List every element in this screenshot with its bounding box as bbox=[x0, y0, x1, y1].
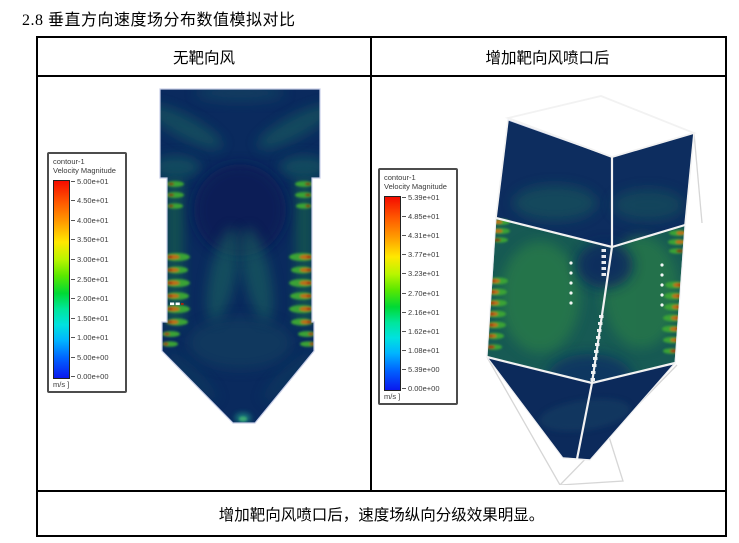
colorbar-legend-right: contour-1 Velocity Magnitude 5.39e+01 4.… bbox=[378, 168, 458, 405]
cfd-contour-no-targeted-air bbox=[159, 88, 321, 424]
legend-quantity: Velocity Magnitude bbox=[53, 166, 116, 176]
colorbar-gradient bbox=[53, 179, 70, 379]
tick-label: 4.85e+01 bbox=[408, 211, 440, 221]
section-title: 2.8 垂直方向速度场分布数值模拟对比 bbox=[22, 12, 296, 29]
tick-label: 1.00e+01 bbox=[77, 333, 109, 343]
tick-label: 1.62e+01 bbox=[408, 326, 440, 336]
colorbar-ticks: 5.39e+01 4.85e+01 4.31e+01 3.77e+01 3.23… bbox=[402, 193, 440, 394]
tick-label: 5.00e+01 bbox=[77, 176, 109, 186]
cfd-contour-with-targeted-air bbox=[486, 95, 703, 485]
colorbar-body: 5.00e+01 4.50e+01 4.00e+01 3.50e+01 3.00… bbox=[53, 177, 123, 382]
wall-marker-white bbox=[170, 302, 184, 306]
legend-contour-name: contour-1 bbox=[53, 157, 85, 166]
table-caption: 增加靶向风喷口后，速度场纵向分级效果明显。 bbox=[38, 490, 725, 535]
lower-jets bbox=[162, 253, 316, 347]
nozzle-dot-markers bbox=[569, 261, 664, 307]
tick-label: 3.50e+01 bbox=[77, 235, 109, 245]
white-wireframe bbox=[486, 95, 697, 461]
colorbar-legend-left: contour-1 Velocity Magnitude 5.00e+01 4.… bbox=[47, 152, 127, 393]
tick-label: 5.39e+01 bbox=[408, 192, 440, 202]
furnace-outline bbox=[159, 88, 321, 424]
tick-label: 0.00e+00 bbox=[408, 384, 440, 394]
colorbar-body: 5.39e+01 4.85e+01 4.31e+01 3.77e+01 3.23… bbox=[384, 193, 454, 394]
tick-label: 1.08e+01 bbox=[408, 346, 440, 356]
colorbar-gradient bbox=[384, 195, 401, 391]
tick-label: 5.00e+00 bbox=[77, 352, 109, 362]
tick-label: 3.77e+01 bbox=[408, 250, 440, 260]
tick-label: 2.50e+01 bbox=[77, 274, 109, 284]
tick-label: 2.00e+01 bbox=[77, 294, 109, 304]
header-no-targeted-air: 无靶向风 bbox=[172, 49, 235, 67]
contour-field bbox=[160, 89, 320, 423]
comparison-table: 无靶向风 增加靶向风喷口后 增加靶向风喷口后，速度场纵向分级效果明显。 bbox=[36, 36, 727, 537]
tick-label: 4.31e+01 bbox=[408, 231, 440, 241]
tick-label: 2.16e+01 bbox=[408, 307, 440, 317]
column-divider bbox=[370, 38, 372, 490]
tick-label: 3.00e+01 bbox=[77, 255, 109, 264]
tick-label: 1.50e+01 bbox=[77, 313, 109, 323]
tick-label: 4.50e+01 bbox=[77, 196, 109, 206]
tick-label: 4.00e+01 bbox=[77, 215, 109, 225]
tick-label: 3.23e+01 bbox=[408, 269, 440, 279]
legend-contour-name: contour-1 bbox=[384, 173, 416, 182]
upper-jets bbox=[166, 181, 313, 209]
table-header-row: 无靶向风 增加靶向风喷口后 bbox=[38, 38, 725, 77]
header-with-targeted-air: 增加靶向风喷口后 bbox=[485, 49, 610, 67]
legend-unit: m/s ] bbox=[53, 379, 70, 389]
legend-unit: m/s ] bbox=[384, 391, 401, 401]
colorbar-ticks: 5.00e+01 4.50e+01 4.00e+01 3.50e+01 3.00… bbox=[71, 177, 109, 382]
legend-quantity: Velocity Magnitude bbox=[384, 182, 447, 192]
tick-label: 5.39e+00 bbox=[408, 365, 440, 375]
tick-label: 0.00e+00 bbox=[77, 372, 109, 382]
tick-label: 2.70e+01 bbox=[408, 288, 440, 298]
